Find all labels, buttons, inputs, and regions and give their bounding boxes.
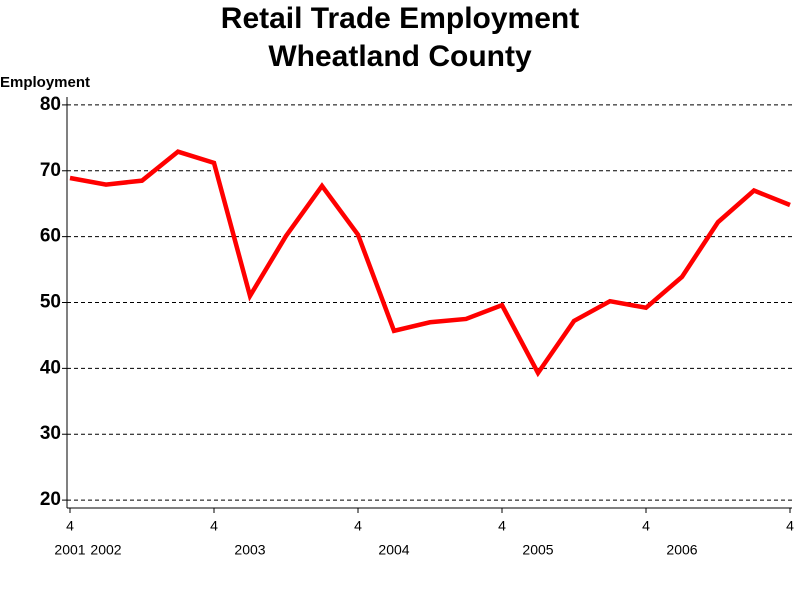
x-year-label: 2006	[666, 542, 697, 558]
x-year-label: 2003	[234, 542, 265, 558]
x-year-label: 2001	[54, 542, 85, 558]
y-tick-label: 40	[40, 357, 61, 378]
y-tick-label: 20	[40, 489, 61, 510]
chart-subtitle: Wheatland County	[268, 40, 532, 73]
x-tick-label: 4	[354, 518, 362, 534]
chart-title: Retail Trade Employment	[221, 2, 579, 35]
y-axis-label: Employment	[0, 74, 90, 91]
x-year-label: 2002	[90, 542, 121, 558]
x-tick-label: 4	[786, 518, 794, 534]
y-tick-label: 60	[40, 226, 61, 247]
y-tick-label: 30	[40, 423, 61, 444]
x-tick-label: 4	[66, 518, 74, 534]
x-tick-label: 4	[210, 518, 218, 534]
line	[69, 149, 791, 378]
x-year-label: 2005	[522, 542, 553, 558]
y-tick-label: 70	[40, 160, 61, 181]
y-tick-label: 50	[40, 292, 61, 313]
y-tick-label: 80	[40, 94, 61, 115]
x-year-label: 2004	[378, 542, 409, 558]
x-tick-label: 4	[498, 518, 506, 534]
x-tick-label: 4	[642, 518, 650, 534]
